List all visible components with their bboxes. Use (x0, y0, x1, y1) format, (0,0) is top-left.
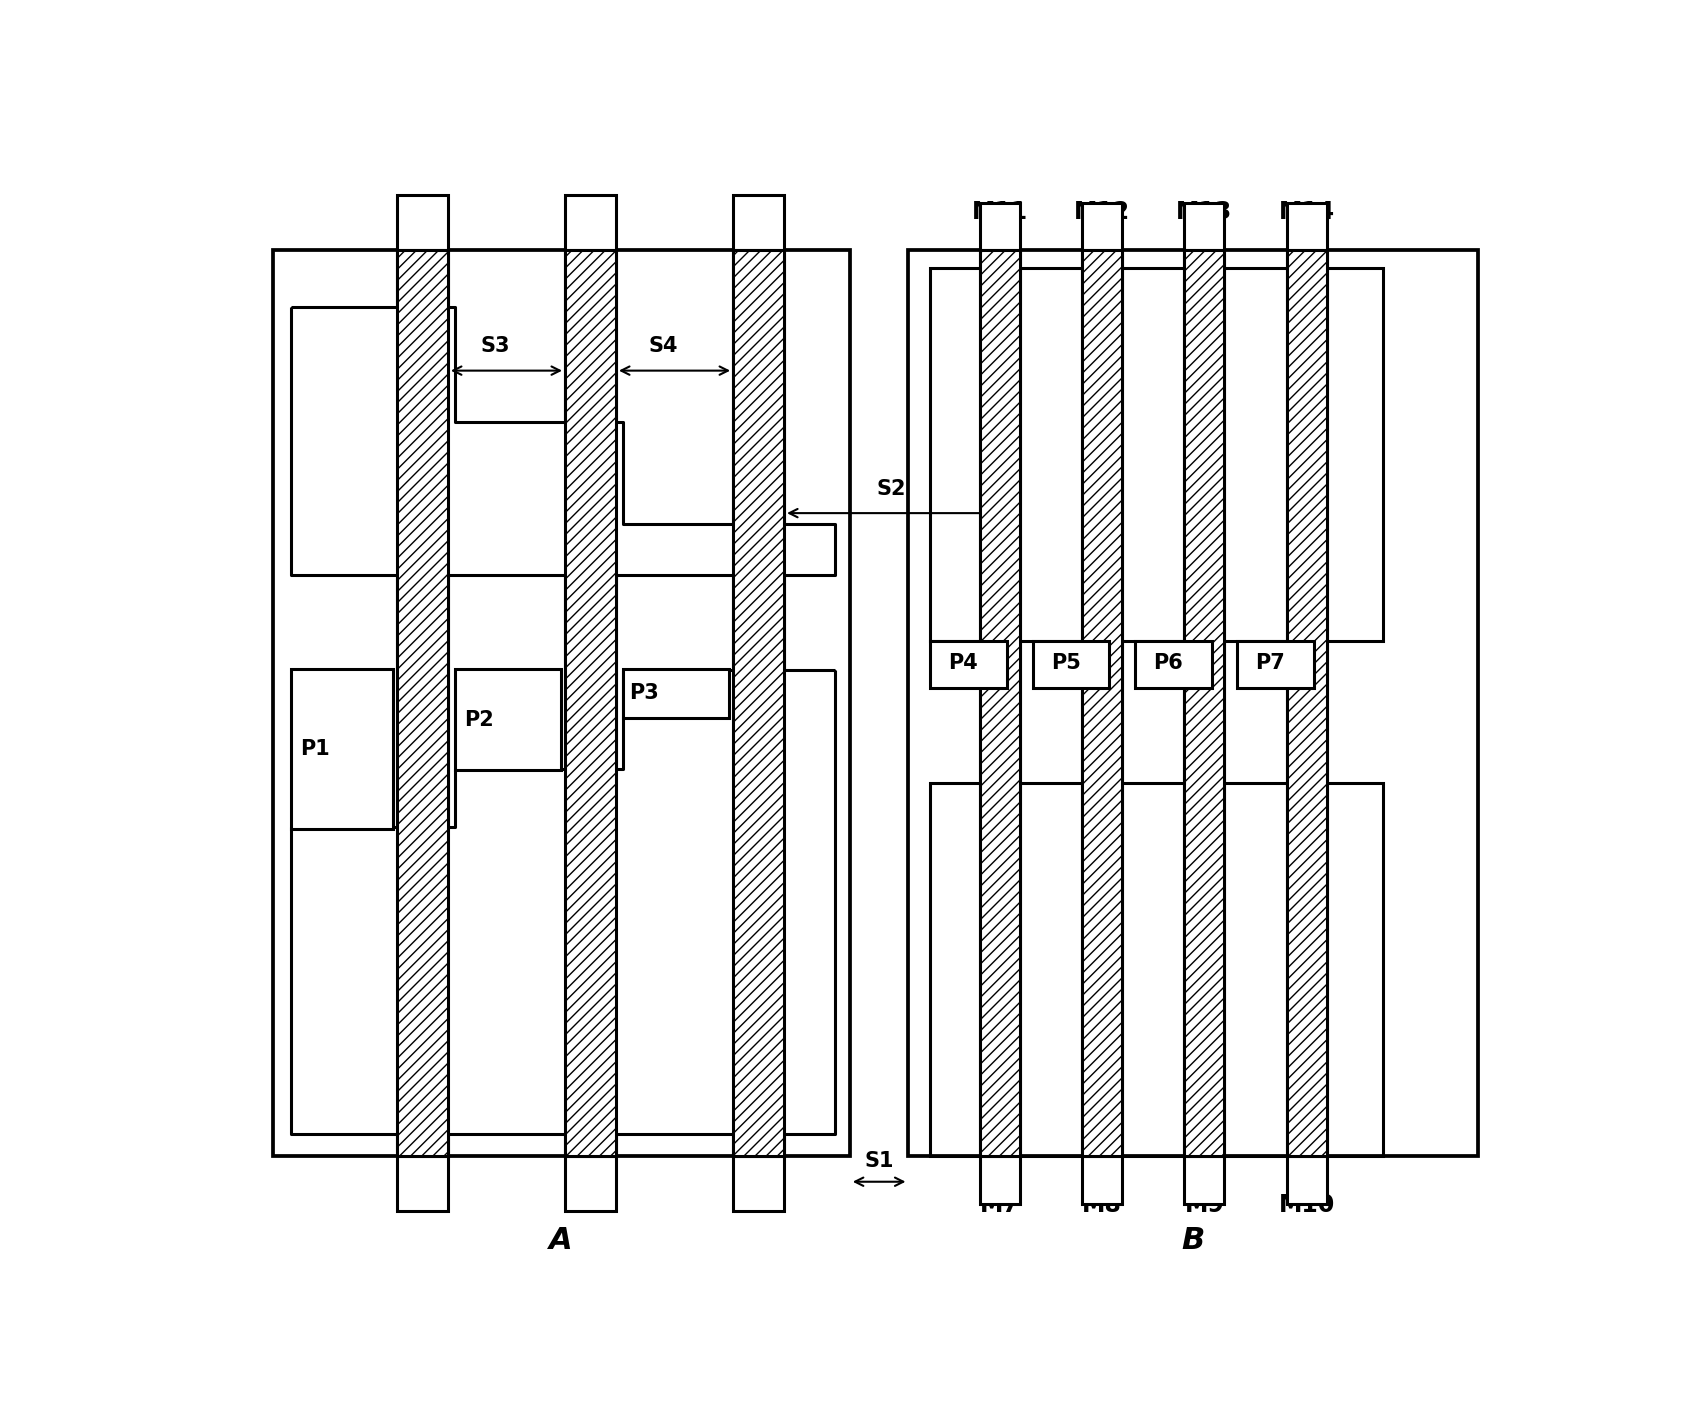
Text: M13: M13 (1176, 201, 1232, 225)
Bar (733, 250, 784, 1157)
Bar (1287, 250, 1327, 1157)
Bar (1082, 250, 1123, 1157)
Text: M2: M2 (571, 1192, 610, 1216)
Bar (273, 250, 850, 1157)
Text: M11: M11 (971, 201, 1028, 225)
Bar (733, 250, 784, 1157)
Bar (980, 202, 1019, 250)
Text: P3: P3 (629, 683, 659, 703)
Bar (1082, 250, 1123, 1157)
Text: P5: P5 (1051, 653, 1080, 673)
Text: S4: S4 (649, 337, 678, 356)
Text: M4: M4 (402, 201, 443, 225)
Bar (397, 195, 448, 250)
Bar (566, 1157, 617, 1210)
Bar (1033, 641, 1109, 689)
Text: P2: P2 (463, 710, 494, 730)
Bar (1082, 1157, 1123, 1203)
Bar (1287, 1157, 1327, 1203)
Bar (624, 669, 729, 718)
Text: M14: M14 (1278, 201, 1334, 225)
Text: M5: M5 (571, 201, 610, 225)
Text: B: B (1183, 1226, 1205, 1254)
Text: S1: S1 (864, 1151, 895, 1171)
Bar (1184, 1157, 1225, 1203)
Bar (397, 250, 448, 1157)
Text: P1: P1 (300, 738, 329, 759)
Bar (397, 250, 448, 1157)
Bar (397, 1157, 448, 1210)
Text: W: W (412, 990, 436, 1010)
Polygon shape (291, 670, 835, 1134)
Bar (1287, 202, 1327, 250)
Bar (1184, 250, 1225, 1157)
Bar (980, 1157, 1019, 1203)
Bar (908, 250, 1479, 1157)
Bar (1135, 641, 1212, 689)
Text: M9: M9 (1184, 1192, 1223, 1216)
Text: M12: M12 (1074, 201, 1130, 225)
Bar (291, 669, 394, 829)
Bar (455, 669, 561, 771)
Bar (566, 250, 617, 1157)
Text: M8: M8 (1082, 1192, 1121, 1216)
Polygon shape (291, 307, 835, 575)
Text: A: A (549, 1226, 573, 1254)
Bar (566, 250, 617, 1157)
Bar (980, 250, 1019, 1157)
Bar (930, 783, 1384, 1157)
Bar (930, 269, 1384, 641)
Bar (1082, 202, 1123, 250)
Bar (1184, 250, 1225, 1157)
Text: P7: P7 (1256, 653, 1285, 673)
Bar (1287, 250, 1327, 1157)
Text: M3: M3 (738, 1192, 779, 1216)
Text: P4: P4 (949, 653, 978, 673)
Text: M10: M10 (1278, 1192, 1334, 1216)
Bar (733, 195, 784, 250)
Text: S3: S3 (481, 337, 509, 356)
Bar (733, 1157, 784, 1210)
Bar (1184, 202, 1225, 250)
Text: M6: M6 (738, 201, 779, 225)
Text: P6: P6 (1154, 653, 1183, 673)
Text: S2: S2 (878, 478, 907, 499)
Bar (1237, 641, 1314, 689)
Text: M7: M7 (980, 1192, 1019, 1216)
Bar (980, 250, 1019, 1157)
Bar (930, 641, 1007, 689)
Text: M1: M1 (402, 1192, 443, 1216)
Bar (566, 195, 617, 250)
